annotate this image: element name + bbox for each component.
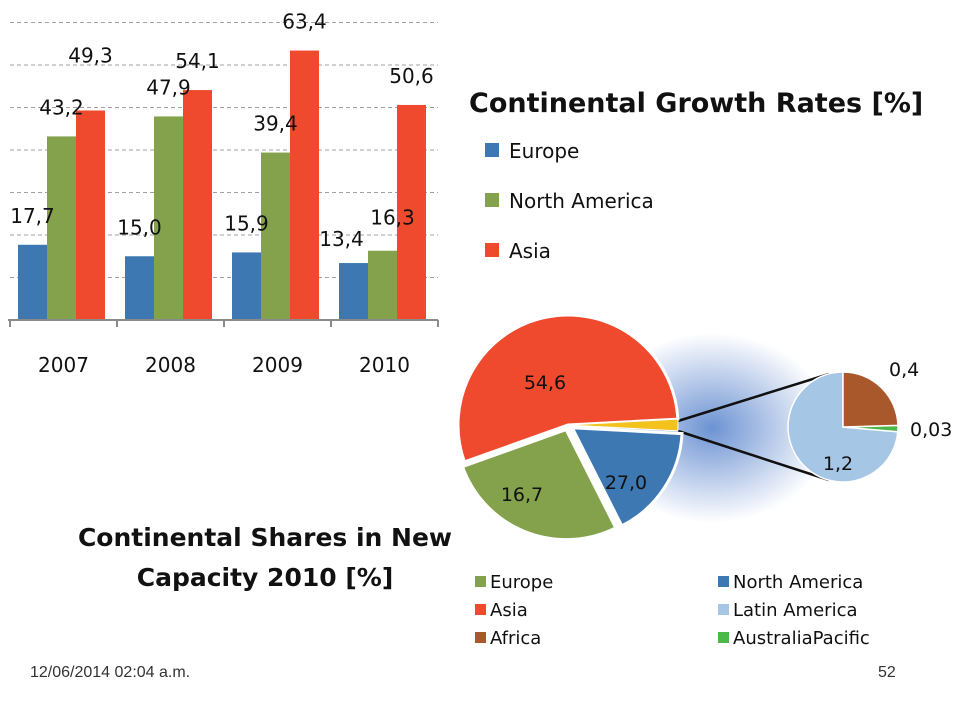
bar-asia — [397, 104, 426, 320]
bar-data-label: 49,3 — [68, 43, 113, 67]
bar-category-labels: 2007 2008 2009 2010 — [38, 353, 410, 377]
bar-asia — [290, 50, 319, 321]
legend-label: Europe — [509, 139, 579, 163]
bar-data-label: 50,6 — [389, 64, 434, 88]
main-pie-slices — [456, 313, 684, 542]
legend-swatch — [485, 243, 499, 257]
bar-data-label: 15,0 — [117, 215, 162, 239]
pie-legend-label: North America — [733, 572, 863, 593]
pie-legend-swatch — [475, 632, 486, 643]
connector-line-bottom — [677, 429, 830, 482]
pie-chart-title-line-2: Capacity 2010 [%] — [137, 563, 394, 592]
bar-data-label: 63,4 — [282, 10, 327, 34]
secondary-pie-data-label: 0,4 — [889, 359, 919, 381]
legend-swatch — [485, 193, 499, 207]
bar-data-label: 39,4 — [253, 112, 298, 136]
secondary-slice-africa — [842, 371, 899, 428]
pie-slice-north-america — [569, 426, 684, 528]
secondary-pie-slices — [787, 371, 899, 483]
pie-legend-label: Asia — [490, 600, 528, 621]
pie-slice-europe — [460, 427, 618, 542]
bar-north-america — [368, 250, 397, 320]
bar-data-label: 15,9 — [224, 211, 269, 235]
pie-legend-label: AustraliaPacific — [733, 628, 870, 649]
secondary-pie-data-label: 0,03 — [910, 419, 952, 441]
bar-asia — [76, 110, 105, 320]
pie-slice-group — [569, 426, 684, 528]
slide-date: 12/06/2014 02:04 a.m. — [30, 664, 191, 681]
pie-connector-lines — [677, 372, 830, 482]
legend-label: Asia — [509, 239, 551, 263]
bar-data-label: 13,4 — [319, 227, 364, 251]
secondary-pie-data-label: 1,2 — [823, 453, 853, 475]
pie-chart-legend: Europe North America Asia Latin America Afri… — [475, 572, 870, 649]
pie-slice-other-regions — [567, 418, 679, 432]
legend-swatch — [485, 143, 499, 157]
pie-legend-swatch — [718, 576, 729, 587]
bar-data-labels: 17,7 15,0 15,9 13,4 43,2 47,9 39,4 16,3 49,3 54,1… — [10, 10, 434, 252]
bar-europe — [125, 256, 154, 320]
slide-page-number: 52 — [878, 664, 896, 681]
bar-category-label: 2010 — [359, 353, 410, 377]
bar-x-axis — [8, 319, 439, 327]
growth-rates-bar-chart: 17,7 15,0 15,9 13,4 43,2 47,9 39,4 16,3 49,3 54,1… — [8, 10, 439, 377]
bar-north-america — [47, 136, 76, 320]
pie-legend-swatch — [718, 604, 729, 615]
pie-legend-label: Europe — [490, 572, 553, 593]
bar-north-america — [261, 152, 290, 320]
bar-asia — [183, 90, 212, 320]
bar-chart-legend: Europe North America Asia — [485, 139, 654, 263]
pie-legend-swatch — [475, 576, 486, 587]
connector-line-top — [677, 372, 830, 423]
bar-north-america — [154, 116, 183, 320]
pie-slice-asia — [456, 313, 680, 464]
bar-europe — [18, 244, 47, 320]
pie-data-labels: 54,6 27,0 16,7 1,2 0,03 0,4 — [501, 359, 952, 506]
legend-label: North America — [509, 189, 654, 213]
pie-legend-label: Africa — [490, 628, 541, 649]
bar-series-bars — [18, 50, 426, 321]
pie-slice-group — [460, 427, 618, 542]
capacity-shares-pie-chart: 54,6 27,0 16,7 1,2 0,03 0,4 — [456, 313, 952, 542]
pie-slice-group — [456, 313, 680, 464]
bar-data-label: 16,3 — [370, 206, 415, 230]
pie-chart-title-line-1: Continental Shares in New — [78, 523, 452, 552]
pie-data-label: 54,6 — [524, 372, 566, 394]
pie-legend-label: Latin America — [733, 600, 858, 621]
bar-data-label: 43,2 — [39, 95, 84, 119]
bar-data-label: 47,9 — [146, 75, 191, 99]
bar-data-label: 17,7 — [10, 204, 55, 228]
pie-data-label: 16,7 — [501, 484, 543, 506]
bar-chart-title: Continental Growth Rates [%] — [469, 88, 923, 119]
pie-legend-swatch — [718, 632, 729, 643]
bar-data-label: 54,1 — [175, 49, 220, 73]
bar-category-label: 2008 — [145, 353, 196, 377]
bar-category-label: 2009 — [252, 353, 303, 377]
bar-category-label: 2007 — [38, 353, 89, 377]
bar-europe — [339, 263, 368, 320]
pie-legend-swatch — [475, 604, 486, 615]
pie-data-label: 27,0 — [605, 472, 647, 494]
bar-europe — [232, 252, 261, 320]
